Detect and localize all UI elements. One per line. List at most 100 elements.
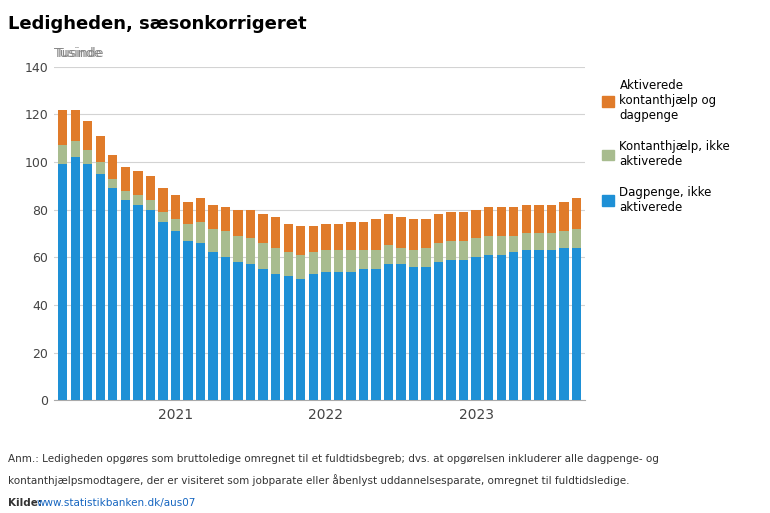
Bar (346, 222, 356, 250)
Bar (333, 271, 343, 400)
Bar (447, 212, 456, 241)
Bar (209, 252, 218, 400)
Bar (183, 224, 192, 241)
Text: Tusinde: Tusinde (54, 47, 102, 60)
Bar (58, 110, 67, 145)
Bar (397, 248, 406, 264)
Bar (447, 241, 456, 260)
Bar (71, 157, 80, 400)
Bar (421, 267, 430, 400)
Bar (509, 236, 518, 252)
Bar (471, 210, 481, 238)
Bar (71, 141, 80, 157)
Bar (209, 229, 218, 252)
Bar (108, 155, 118, 179)
Bar (259, 214, 268, 243)
Bar (183, 203, 192, 224)
Bar (484, 236, 494, 255)
Bar (572, 248, 581, 400)
Text: Tusinde: Tusinde (56, 47, 104, 60)
Bar (497, 255, 506, 400)
Bar (259, 269, 268, 400)
Bar (283, 277, 293, 400)
Bar (471, 257, 481, 400)
Bar (95, 162, 105, 174)
Bar (158, 212, 168, 222)
Bar (559, 248, 568, 400)
Bar (83, 122, 92, 150)
Bar (146, 210, 155, 400)
Bar (121, 190, 130, 200)
Bar (521, 250, 531, 400)
Bar (471, 238, 481, 257)
Bar (209, 205, 218, 229)
Bar (371, 250, 380, 269)
Text: Anm.: Ledigheden opgøres som bruttoledige omregnet til et fuldtidsbegreb; dvs. a: Anm.: Ledigheden opgøres som bruttoledig… (8, 454, 658, 464)
Bar (321, 224, 330, 250)
Bar (484, 207, 494, 236)
Bar (58, 145, 67, 164)
Text: kontanthjælpsmodtagere, der er visiteret som jobparate eller åbenlyst uddannelse: kontanthjælpsmodtagere, der er visiteret… (8, 475, 629, 486)
Bar (534, 205, 544, 233)
Bar (146, 200, 155, 210)
Bar (321, 271, 330, 400)
Bar (171, 195, 180, 219)
Bar (383, 214, 393, 245)
Bar (133, 195, 142, 205)
Bar (133, 205, 142, 400)
Bar (359, 269, 368, 400)
Bar (459, 241, 468, 260)
Text: Kilde:: Kilde: (8, 498, 45, 507)
Bar (246, 210, 256, 238)
Bar (421, 248, 430, 267)
Bar (246, 238, 256, 264)
Bar (133, 171, 142, 195)
Bar (309, 252, 318, 274)
Bar (83, 164, 92, 400)
Bar (383, 264, 393, 400)
Bar (547, 250, 556, 400)
Bar (359, 250, 368, 269)
Bar (283, 252, 293, 277)
Bar (434, 262, 444, 400)
Bar (509, 207, 518, 236)
Bar (183, 241, 192, 400)
Bar (397, 217, 406, 248)
Bar (108, 188, 118, 400)
Bar (521, 205, 531, 233)
Bar (497, 236, 506, 255)
Bar (447, 260, 456, 400)
Bar (559, 231, 568, 248)
Bar (371, 269, 380, 400)
Bar (397, 264, 406, 400)
Bar (246, 264, 256, 400)
Bar (233, 262, 243, 400)
Bar (271, 217, 280, 248)
Bar (233, 210, 243, 236)
Bar (321, 250, 330, 271)
Bar (333, 250, 343, 271)
Bar (196, 222, 206, 243)
Bar (58, 164, 67, 400)
Bar (559, 203, 568, 231)
Bar (171, 219, 180, 231)
Bar (572, 198, 581, 229)
Bar (271, 248, 280, 274)
Bar (421, 219, 430, 248)
Bar (158, 222, 168, 400)
Bar (333, 224, 343, 250)
Text: www.statistikbanken.dk/aus07: www.statistikbanken.dk/aus07 (37, 498, 196, 507)
Bar (221, 231, 230, 257)
Bar (309, 274, 318, 400)
Bar (196, 243, 206, 400)
Bar (108, 179, 118, 188)
Bar (296, 226, 306, 255)
Bar (509, 252, 518, 400)
Bar (534, 233, 544, 250)
Bar (233, 236, 243, 262)
Bar (83, 150, 92, 164)
Bar (259, 243, 268, 269)
Bar (484, 255, 494, 400)
Bar (572, 229, 581, 248)
Bar (346, 250, 356, 271)
